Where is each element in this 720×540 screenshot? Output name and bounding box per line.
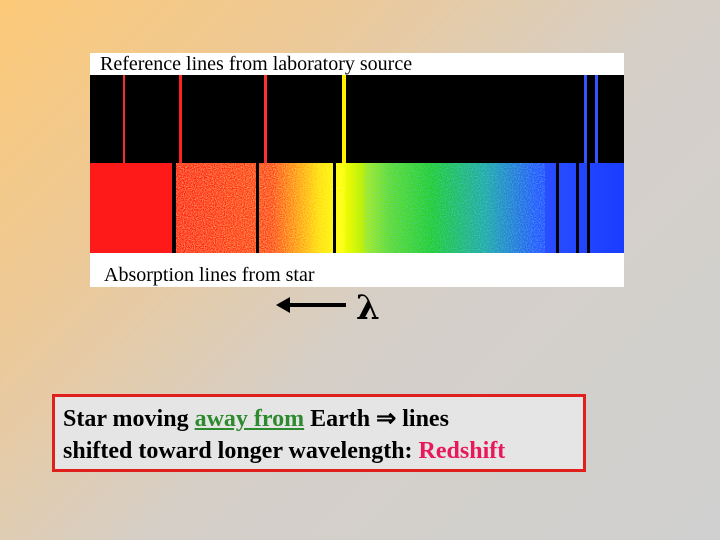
left-arrow-icon xyxy=(276,297,346,313)
caption-text-2: Earth ⇒ lines xyxy=(304,406,449,432)
reference-caption: Reference lines from laboratory source xyxy=(100,53,413,75)
caption-away-from: away from xyxy=(194,406,305,432)
absorption-speckle-yellow xyxy=(175,163,345,253)
caption-text-1: Star moving xyxy=(63,406,195,432)
reference-line xyxy=(179,75,182,163)
reference-line xyxy=(595,75,598,163)
absorption-caption: Absorption lines from star xyxy=(104,264,315,286)
spectra-figure: Reference lines from laboratory source A… xyxy=(90,53,624,287)
absorption-line xyxy=(333,163,336,253)
caption-redshift: Redshift xyxy=(418,438,506,464)
reference-lines xyxy=(123,75,598,163)
spectra-svg xyxy=(90,75,624,253)
absorption-line xyxy=(576,163,579,253)
absorption-line xyxy=(587,163,590,253)
absorption-line xyxy=(172,163,176,253)
absorption-line xyxy=(256,163,259,253)
absorption-line xyxy=(556,163,559,253)
reference-line xyxy=(584,75,587,163)
caption-text-3: shifted toward longer wavelength: xyxy=(63,438,419,464)
reference-line xyxy=(264,75,267,163)
absorption-lines xyxy=(172,163,590,253)
lambda-symbol: λ xyxy=(356,288,380,328)
caption-box: Star moving away from Earth ⇒ lines shif… xyxy=(52,394,586,472)
reference-spectrum-band xyxy=(90,75,624,163)
reference-line xyxy=(123,75,125,163)
absorption-speckle-blue xyxy=(365,163,545,253)
reference-line xyxy=(342,75,346,163)
